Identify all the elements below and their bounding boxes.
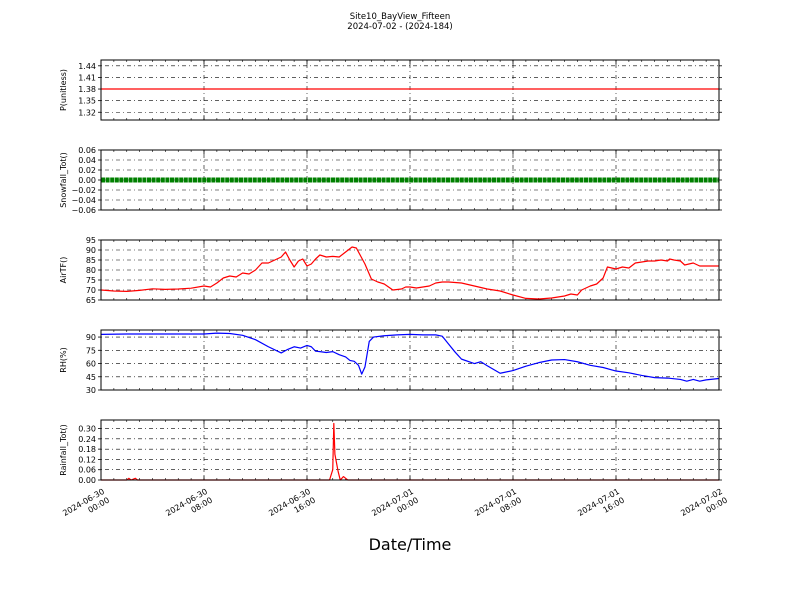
y-axis-label: AirTF() — [59, 257, 68, 284]
y-tick-label: 75 — [86, 276, 96, 285]
y-axis-label: RH(%) — [59, 347, 68, 372]
y-tick-label: −0.06 — [71, 206, 96, 215]
chart-subtitle: 2024-07-02 - (2024-184) — [347, 22, 452, 32]
panel-4: 90 75 60 45 30 RH(%) — [59, 329, 722, 395]
panel-frame — [100, 149, 720, 211]
x-tick-label: 2024-07-0200:00 — [679, 487, 729, 527]
y-tick-label: 70 — [86, 286, 96, 295]
panel-frame — [100, 239, 720, 301]
y-tick-label: 0.12 — [78, 455, 96, 464]
series-line — [101, 422, 719, 481]
y-tick-label: 0.04 — [78, 156, 96, 165]
y-tick-label: 0.06 — [78, 466, 96, 475]
x-tick-label: 2024-06-3008:00 — [164, 487, 214, 527]
x-tick-label: 2024-06-3000:00 — [61, 487, 111, 527]
y-tick-label: 0.06 — [78, 146, 96, 155]
panel-5: 0.300.240.180.12 0.060.00 Rainfall_Tot() — [59, 419, 722, 485]
panel-1: 1.44 1.41 1.38 1.35 1.32 P(unitless) — [59, 59, 722, 121]
y-tick-label: 90 — [86, 246, 96, 255]
y-tick-label: −0.02 — [71, 186, 96, 195]
y-tick-label: −0.04 — [71, 196, 96, 205]
y-tick-label: 0.18 — [78, 445, 96, 454]
x-tick-label: 2024-07-0108:00 — [473, 487, 523, 527]
y-tick-label: 1.32 — [78, 108, 96, 117]
x-tick-label: 2024-07-0100:00 — [370, 487, 420, 527]
y-tick-label: 0.00 — [78, 176, 96, 185]
series-line — [100, 332, 720, 382]
x-tick-label: 2024-07-0116:00 — [576, 487, 626, 527]
y-tick-label: 80 — [86, 266, 96, 275]
y-axis-label: Snowfall_Tot() — [59, 152, 68, 208]
series-line — [100, 246, 719, 300]
y-tick-label: 30 — [86, 386, 96, 395]
y-tick-label: 65 — [86, 296, 96, 305]
x-tick-label: 2024-06-3016:00 — [267, 487, 317, 527]
y-tick-label: 75 — [86, 346, 96, 355]
panel-2: 0.060.040.020.00−0.02−0.04−0.06Snowfall_… — [59, 146, 722, 215]
y-tick-label: 85 — [86, 256, 96, 265]
y-axis-label: Rainfall_Tot() — [59, 424, 68, 476]
y-tick-label: 1.41 — [78, 73, 96, 82]
y-tick-label: 60 — [86, 360, 96, 369]
x-axis-label: Date/Time — [369, 535, 452, 554]
y-tick-label: 45 — [86, 373, 96, 382]
y-tick-label: 0.24 — [78, 435, 96, 444]
panel-frame — [100, 329, 720, 391]
y-tick-label: 0.02 — [78, 166, 96, 175]
y-tick-label: 1.38 — [78, 85, 96, 94]
panel-frame — [100, 419, 720, 481]
y-axis-label: P(unitless) — [59, 69, 68, 111]
y-tick-label: 90 — [86, 333, 96, 342]
y-tick-label: 0.30 — [78, 425, 96, 434]
y-tick-label: 95 — [86, 236, 96, 245]
y-tick-label: 1.44 — [78, 62, 96, 71]
y-tick-label: 1.35 — [78, 97, 96, 106]
panel-frame — [100, 59, 720, 121]
chart-title: Site10_BayView_Fifteen — [350, 12, 451, 22]
y-tick-label: 0.00 — [78, 476, 96, 485]
